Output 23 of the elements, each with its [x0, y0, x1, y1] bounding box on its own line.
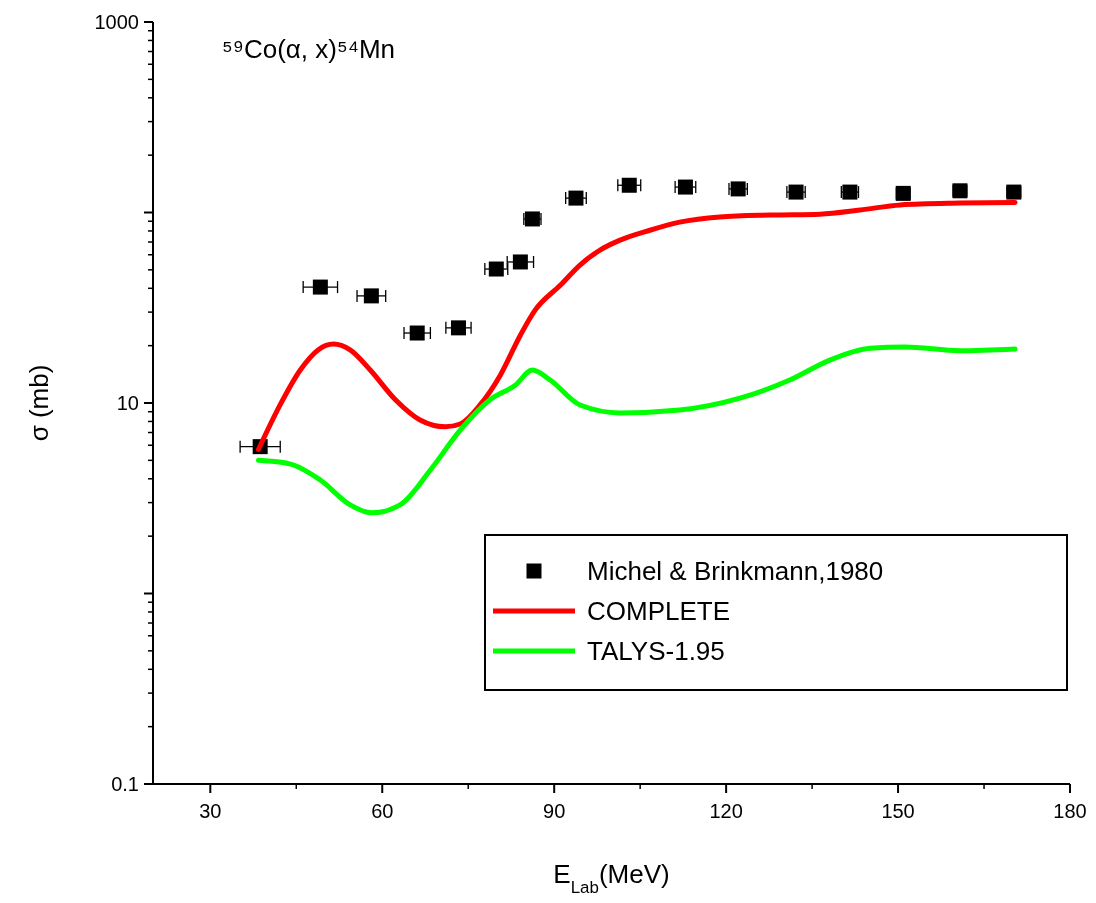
x-axis-title: E$_{Lab}$(MeV) [553, 859, 670, 897]
text: ⁵⁹Co(α, x)⁵⁴Mn [222, 34, 396, 64]
x-tick-label: 120 [709, 800, 743, 822]
legend-label: Michel & Brinkmann,1980 [587, 556, 884, 586]
x-tick-label: 150 [881, 800, 915, 822]
point [621, 177, 637, 193]
point [409, 325, 425, 341]
x-tick-label: 60 [371, 800, 394, 822]
point [677, 179, 693, 195]
y-tick-label: 10 [116, 392, 139, 414]
x-tick-label: 90 [543, 800, 566, 822]
y-tick-label: 0.1 [111, 773, 139, 795]
point [512, 254, 528, 270]
legend-label: TALYS-1.95 [587, 636, 725, 666]
y-axis-title: σ (mb) [24, 364, 54, 442]
x-tick-label: 30 [199, 800, 222, 822]
point [450, 320, 466, 336]
point [312, 279, 328, 295]
x-tick-label: 180 [1053, 800, 1087, 822]
point [363, 288, 379, 304]
legend-label: COMPLETE [587, 596, 731, 626]
point [488, 261, 504, 277]
y-tick-label: 1000 [94, 11, 139, 33]
